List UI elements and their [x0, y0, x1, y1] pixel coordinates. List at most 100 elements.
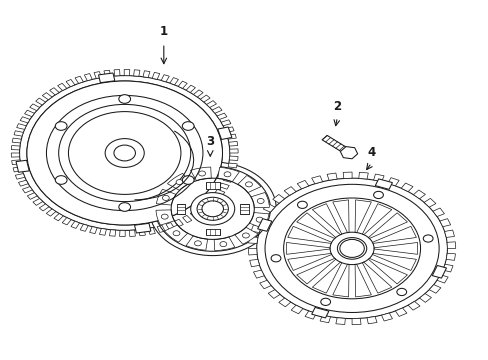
- Polygon shape: [186, 85, 195, 93]
- Polygon shape: [381, 313, 392, 321]
- Polygon shape: [30, 104, 40, 111]
- Polygon shape: [432, 208, 444, 216]
- Polygon shape: [205, 229, 219, 235]
- Polygon shape: [139, 229, 145, 236]
- Polygon shape: [80, 224, 88, 231]
- Polygon shape: [99, 73, 115, 83]
- Polygon shape: [36, 98, 45, 105]
- Polygon shape: [257, 219, 271, 231]
- Polygon shape: [367, 258, 407, 284]
- Circle shape: [105, 139, 144, 167]
- Circle shape: [119, 203, 130, 211]
- Circle shape: [242, 233, 249, 238]
- Polygon shape: [358, 172, 367, 179]
- Polygon shape: [99, 229, 106, 235]
- Polygon shape: [62, 217, 71, 225]
- Polygon shape: [248, 248, 257, 255]
- Polygon shape: [284, 186, 295, 195]
- Polygon shape: [366, 316, 376, 324]
- Polygon shape: [311, 176, 322, 184]
- Wedge shape: [217, 167, 239, 182]
- Polygon shape: [42, 93, 52, 100]
- Circle shape: [297, 201, 306, 208]
- Wedge shape: [234, 227, 258, 244]
- Polygon shape: [15, 174, 25, 179]
- Polygon shape: [27, 193, 37, 199]
- Polygon shape: [446, 253, 454, 260]
- Polygon shape: [178, 81, 187, 89]
- Wedge shape: [156, 189, 176, 205]
- Circle shape: [182, 176, 194, 184]
- Polygon shape: [84, 73, 92, 81]
- Circle shape: [245, 182, 252, 187]
- Polygon shape: [217, 127, 231, 139]
- Polygon shape: [412, 190, 425, 199]
- Polygon shape: [217, 113, 226, 120]
- Polygon shape: [228, 141, 237, 146]
- Circle shape: [270, 255, 280, 262]
- Polygon shape: [374, 179, 391, 189]
- Polygon shape: [133, 70, 140, 76]
- Polygon shape: [248, 237, 257, 243]
- Circle shape: [55, 122, 67, 130]
- Polygon shape: [332, 264, 348, 297]
- Wedge shape: [190, 167, 211, 181]
- Polygon shape: [12, 138, 21, 143]
- Polygon shape: [312, 262, 341, 293]
- Polygon shape: [12, 160, 20, 165]
- Polygon shape: [335, 318, 345, 324]
- Polygon shape: [267, 290, 280, 298]
- Polygon shape: [326, 173, 336, 180]
- Polygon shape: [312, 204, 341, 235]
- Polygon shape: [182, 215, 191, 223]
- Polygon shape: [428, 285, 440, 293]
- Circle shape: [423, 235, 432, 242]
- Polygon shape: [351, 318, 360, 325]
- Text: 2: 2: [333, 100, 341, 113]
- Polygon shape: [104, 70, 110, 77]
- Circle shape: [339, 239, 364, 257]
- Polygon shape: [129, 230, 135, 237]
- Polygon shape: [19, 180, 28, 186]
- Polygon shape: [444, 230, 453, 237]
- Polygon shape: [39, 204, 49, 211]
- Polygon shape: [322, 135, 347, 153]
- Polygon shape: [226, 134, 236, 139]
- Circle shape: [256, 178, 447, 319]
- Polygon shape: [240, 204, 248, 214]
- Polygon shape: [152, 72, 160, 80]
- Polygon shape: [287, 253, 331, 270]
- Polygon shape: [54, 213, 63, 221]
- Circle shape: [11, 69, 238, 237]
- Text: 4: 4: [367, 146, 375, 159]
- Polygon shape: [249, 260, 259, 267]
- Circle shape: [162, 195, 169, 201]
- Polygon shape: [256, 214, 266, 222]
- Polygon shape: [387, 178, 398, 186]
- Polygon shape: [17, 123, 26, 129]
- Polygon shape: [343, 172, 351, 179]
- Wedge shape: [214, 237, 234, 251]
- Polygon shape: [58, 83, 67, 91]
- Circle shape: [119, 95, 130, 103]
- Circle shape: [173, 231, 180, 236]
- Polygon shape: [11, 153, 20, 157]
- Polygon shape: [212, 107, 222, 113]
- Polygon shape: [446, 242, 455, 248]
- Polygon shape: [134, 223, 150, 233]
- Polygon shape: [148, 228, 155, 234]
- Polygon shape: [259, 280, 271, 289]
- Polygon shape: [290, 305, 302, 314]
- Circle shape: [176, 180, 183, 185]
- Polygon shape: [215, 189, 224, 196]
- Polygon shape: [354, 264, 370, 297]
- Polygon shape: [22, 186, 32, 193]
- Polygon shape: [354, 200, 370, 233]
- Polygon shape: [436, 275, 447, 283]
- Wedge shape: [186, 236, 207, 250]
- Polygon shape: [407, 301, 419, 310]
- Wedge shape: [249, 212, 268, 228]
- Polygon shape: [332, 200, 348, 233]
- Polygon shape: [272, 194, 284, 203]
- Polygon shape: [109, 230, 116, 236]
